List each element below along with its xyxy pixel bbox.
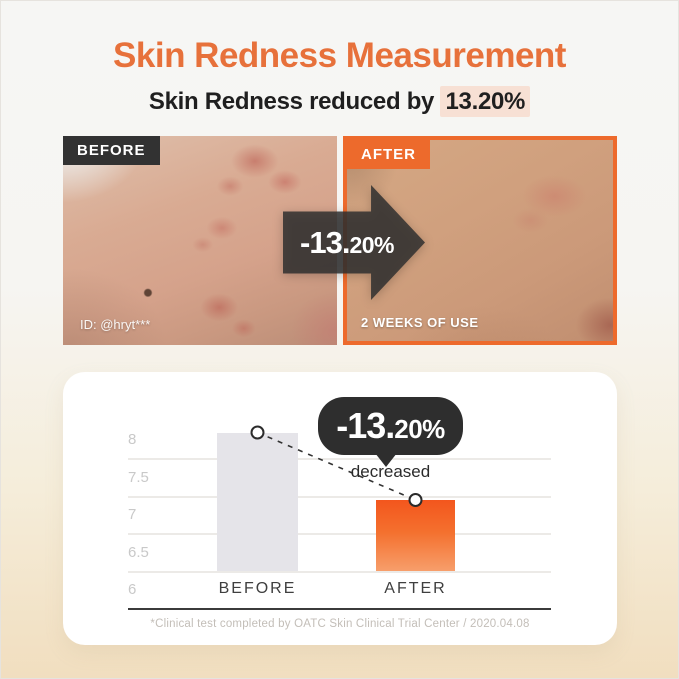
gridline: [128, 458, 551, 460]
gridline: [128, 495, 551, 498]
bubble-value-sub: 20%: [394, 414, 445, 444]
dashed-connector-line: [250, 425, 423, 507]
reduction-arrow: -13. 20%: [283, 185, 425, 300]
subtitle-highlight-percent: 13.20%: [440, 86, 531, 117]
x-category-label: AFTER: [384, 580, 447, 597]
page-title: Skin Redness Measurement: [113, 36, 566, 75]
y-tick-label: 6.5: [128, 543, 149, 561]
y-tick-label: 6: [128, 581, 137, 598]
y-tick-label: 8: [128, 431, 137, 448]
before-after-comparison: BEFORE ID: @hryt*** AFTER 2 WEEKS OF USE…: [63, 136, 617, 345]
bar-chart: 8 7.5 7 6.5 6 BEFORE AFTER: [63, 372, 617, 645]
chart-card: 8 7.5 7 6.5 6 BEFORE AFTER -13. 20% decreased …: [63, 372, 617, 645]
gridline: [128, 570, 551, 573]
after-caption: 2 WEEKS OF USE: [361, 315, 479, 330]
subject-id-text: ID: @hryt***: [80, 317, 151, 332]
bar-before: [217, 432, 298, 571]
bubble-value-main: -13.: [336, 405, 395, 446]
x-axis-line: [128, 608, 551, 610]
right-arrow-icon: -13. 20%: [283, 185, 425, 300]
after-label: AFTER: [347, 140, 430, 169]
decreased-caption: decreased: [350, 462, 431, 481]
y-tick-label: 7.5: [128, 468, 149, 486]
y-tick-label: 7: [128, 506, 137, 523]
subtitle-text: Skin Redness reduced by: [148, 88, 435, 115]
before-label: BEFORE: [63, 136, 160, 165]
bar-after: [376, 500, 455, 571]
clinical-test-footnote: *Clinical test completed by OATC Skin Cl…: [150, 618, 530, 630]
arrow-value: -13. 20%: [300, 225, 394, 261]
arrow-value-main: -13.: [300, 224, 350, 260]
gridline: [128, 533, 551, 535]
change-speech-bubble: -13. 20%: [318, 397, 463, 467]
arrow-value-sub: 20%: [349, 231, 394, 258]
x-category-label: BEFORE: [218, 580, 297, 597]
subtitle: Skin Redness reduced by 13.20%: [0, 86, 679, 117]
